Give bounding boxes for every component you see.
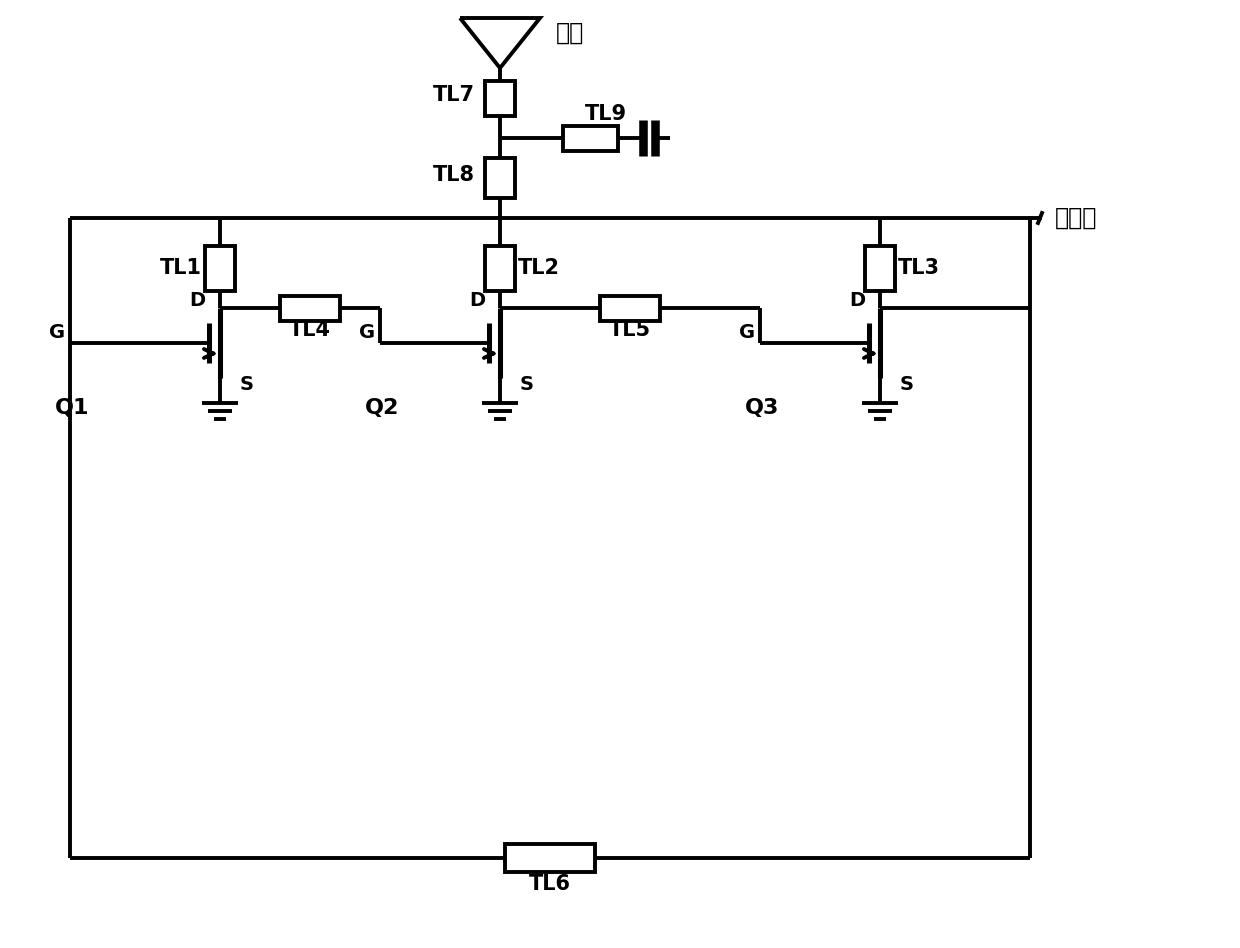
Bar <box>280 296 340 320</box>
Text: D: D <box>469 290 485 309</box>
Text: S: S <box>900 374 914 393</box>
Text: Q1: Q1 <box>55 398 89 418</box>
Bar <box>205 246 236 290</box>
Bar <box>505 844 595 872</box>
Text: TL4: TL4 <box>289 320 331 340</box>
Text: TL8: TL8 <box>433 165 475 185</box>
Bar <box>866 246 895 290</box>
Text: S: S <box>520 374 534 393</box>
Text: 天线: 天线 <box>556 21 584 45</box>
Text: D: D <box>849 290 866 309</box>
Text: S: S <box>241 374 254 393</box>
Text: TL6: TL6 <box>529 874 570 894</box>
Text: G: G <box>358 323 374 342</box>
Bar <box>563 125 618 151</box>
Text: TL9: TL9 <box>585 103 627 123</box>
Text: G: G <box>739 323 755 342</box>
Bar <box>485 81 515 116</box>
Text: TL1: TL1 <box>160 258 202 278</box>
Text: 偏置点: 偏置点 <box>1055 206 1097 230</box>
Text: TL2: TL2 <box>518 258 560 278</box>
Text: TL3: TL3 <box>898 258 940 278</box>
Polygon shape <box>460 18 539 68</box>
Text: Q3: Q3 <box>745 398 780 418</box>
Text: TL5: TL5 <box>609 320 651 340</box>
Text: Q2: Q2 <box>365 398 399 418</box>
Text: G: G <box>48 323 64 342</box>
Text: D: D <box>188 290 205 309</box>
Bar <box>600 296 660 320</box>
Bar <box>485 158 515 198</box>
Bar <box>485 246 515 290</box>
Text: TL7: TL7 <box>433 85 475 105</box>
